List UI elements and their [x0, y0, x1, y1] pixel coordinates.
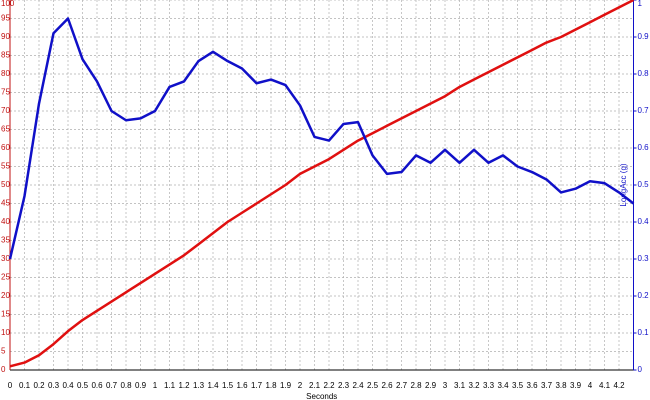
y2-axis-title: LongAcc (g)	[619, 163, 628, 206]
y-tick-label: 80	[1, 69, 10, 78]
y-tick-label: 15	[1, 310, 10, 319]
y-tick-label: 0	[1, 365, 6, 374]
x-tick-label: 3.9	[570, 381, 582, 390]
y2-tick-label: 0.3	[638, 254, 650, 263]
x-tick-label: 2.2	[323, 381, 335, 390]
x-tick-label: 4	[588, 381, 593, 390]
y-tick-label: 90	[1, 32, 10, 41]
x-tick-label: 3.4	[497, 381, 509, 390]
y-tick-label: 5	[1, 347, 6, 356]
x-tick-label: 3.8	[555, 381, 567, 390]
y2-tick-label: 0.1	[638, 328, 650, 337]
x-tick-label: 2.6	[381, 381, 393, 390]
y-tick-label: 60	[1, 143, 10, 152]
x-tick-label: 3.1	[454, 381, 466, 390]
x-tick-label: 0.2	[33, 381, 45, 390]
x-tick-label: 1.2	[178, 381, 190, 390]
y-tick-label: 75	[1, 88, 10, 97]
x-axis-title: Seconds	[306, 392, 337, 400]
y2-tick-label: 0.5	[638, 180, 650, 189]
y2-tick-label: 0	[638, 365, 643, 374]
y-tick-label: 40	[1, 217, 10, 226]
y2-tick-label: 0.7	[638, 106, 650, 115]
x-tick-label: 2.7	[396, 381, 408, 390]
y2-tick-label: 0.6	[638, 143, 650, 152]
x-tick-label: 0.8	[120, 381, 132, 390]
y-tick-label: 100	[1, 0, 15, 8]
x-tick-label: 3	[443, 381, 448, 390]
data-line	[8, 17, 635, 260]
x-tick-label: 4.2	[613, 381, 625, 390]
x-tick-label: 2.3	[338, 381, 350, 390]
x-tick-label: 0.4	[62, 381, 74, 390]
y-tick-label: 35	[1, 236, 10, 245]
x-tick-label: 0.1	[19, 381, 31, 390]
x-tick-label: 3.6	[526, 381, 538, 390]
x-tick-label: 2.9	[425, 381, 437, 390]
x-tick-label: 3.5	[512, 381, 524, 390]
x-tick-label: 0.9	[135, 381, 147, 390]
y-tick-label: 85	[1, 51, 10, 60]
y-tick-label: 65	[1, 125, 10, 134]
x-tick-label: 0.5	[77, 381, 89, 390]
x-tick-label: 1.4	[207, 381, 219, 390]
y-tick-label: 95	[1, 14, 10, 23]
x-tick-label: 2	[298, 381, 303, 390]
x-tick-label: 0.6	[91, 381, 103, 390]
y2-tick-label: 0.4	[638, 217, 650, 226]
data-line	[9, 0, 635, 368]
x-tick-label: 1.3	[193, 381, 205, 390]
x-tick-label: 1.6	[236, 381, 248, 390]
x-tick-label: 0	[8, 381, 13, 390]
x-tick-label: 1	[153, 381, 158, 390]
x-tick-label: 2.8	[410, 381, 422, 390]
y-tick-label: 10	[1, 328, 10, 337]
x-tick-label: 4.1	[599, 381, 611, 390]
x-tick-label: 3.3	[483, 381, 495, 390]
x-tick-label: 1.9	[280, 381, 292, 390]
y-tick-label: 55	[1, 162, 10, 171]
x-tick-label: 3.2	[468, 381, 480, 390]
y2-tick-label: 0.2	[638, 291, 650, 300]
y2-tick-label: 0.9	[638, 32, 650, 41]
x-tick-label: 1.5	[222, 381, 234, 390]
x-tick-label: 0.7	[106, 381, 118, 390]
y2-tick-label: 0.8	[638, 69, 650, 78]
x-tick-label: 3.7	[541, 381, 553, 390]
y-tick-label: 70	[1, 106, 10, 115]
x-tick-label: 1.7	[251, 381, 263, 390]
x-tick-label: 1.1	[164, 381, 176, 390]
y-tick-label: 25	[1, 273, 10, 282]
y-tick-label: 20	[1, 291, 10, 300]
y-tick-label: 50	[1, 180, 10, 189]
y-tick-label: 45	[1, 199, 10, 208]
y2-tick-label: 1	[638, 0, 643, 8]
x-tick-label: 0.3	[48, 381, 60, 390]
x-tick-label: 1.8	[265, 381, 277, 390]
y-tick-label: 30	[1, 254, 10, 263]
x-tick-label: 2.1	[309, 381, 321, 390]
x-tick-label: 2.5	[367, 381, 379, 390]
x-tick-label: 2.4	[352, 381, 364, 390]
